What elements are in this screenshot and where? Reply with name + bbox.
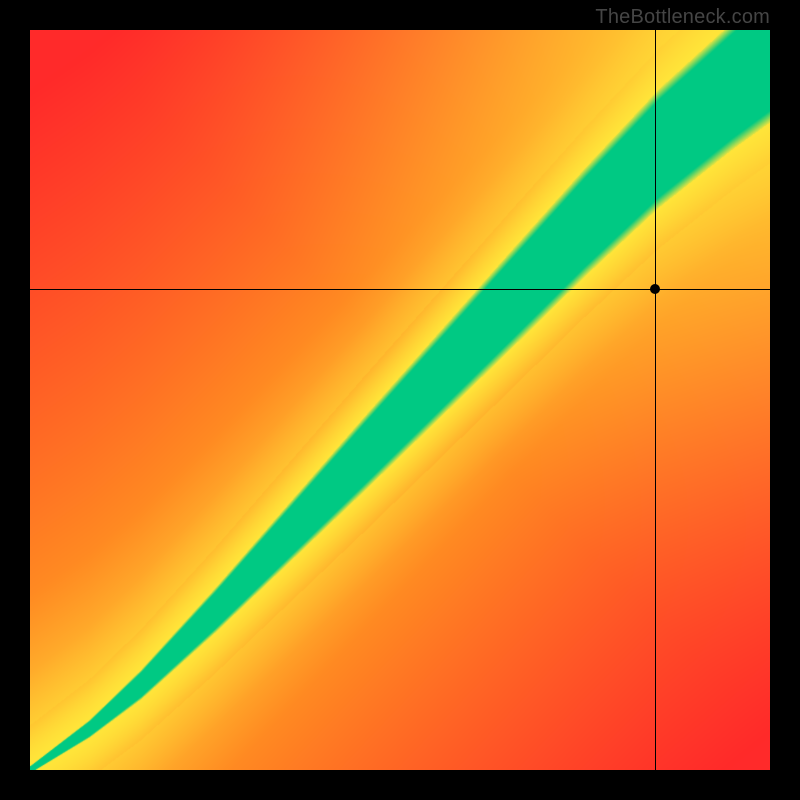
selected-point-marker [650, 284, 660, 294]
crosshair-vertical [655, 30, 656, 770]
watermark-text: TheBottleneck.com [595, 6, 770, 29]
bottleneck-heatmap [30, 30, 770, 770]
heatmap-canvas [30, 30, 770, 770]
